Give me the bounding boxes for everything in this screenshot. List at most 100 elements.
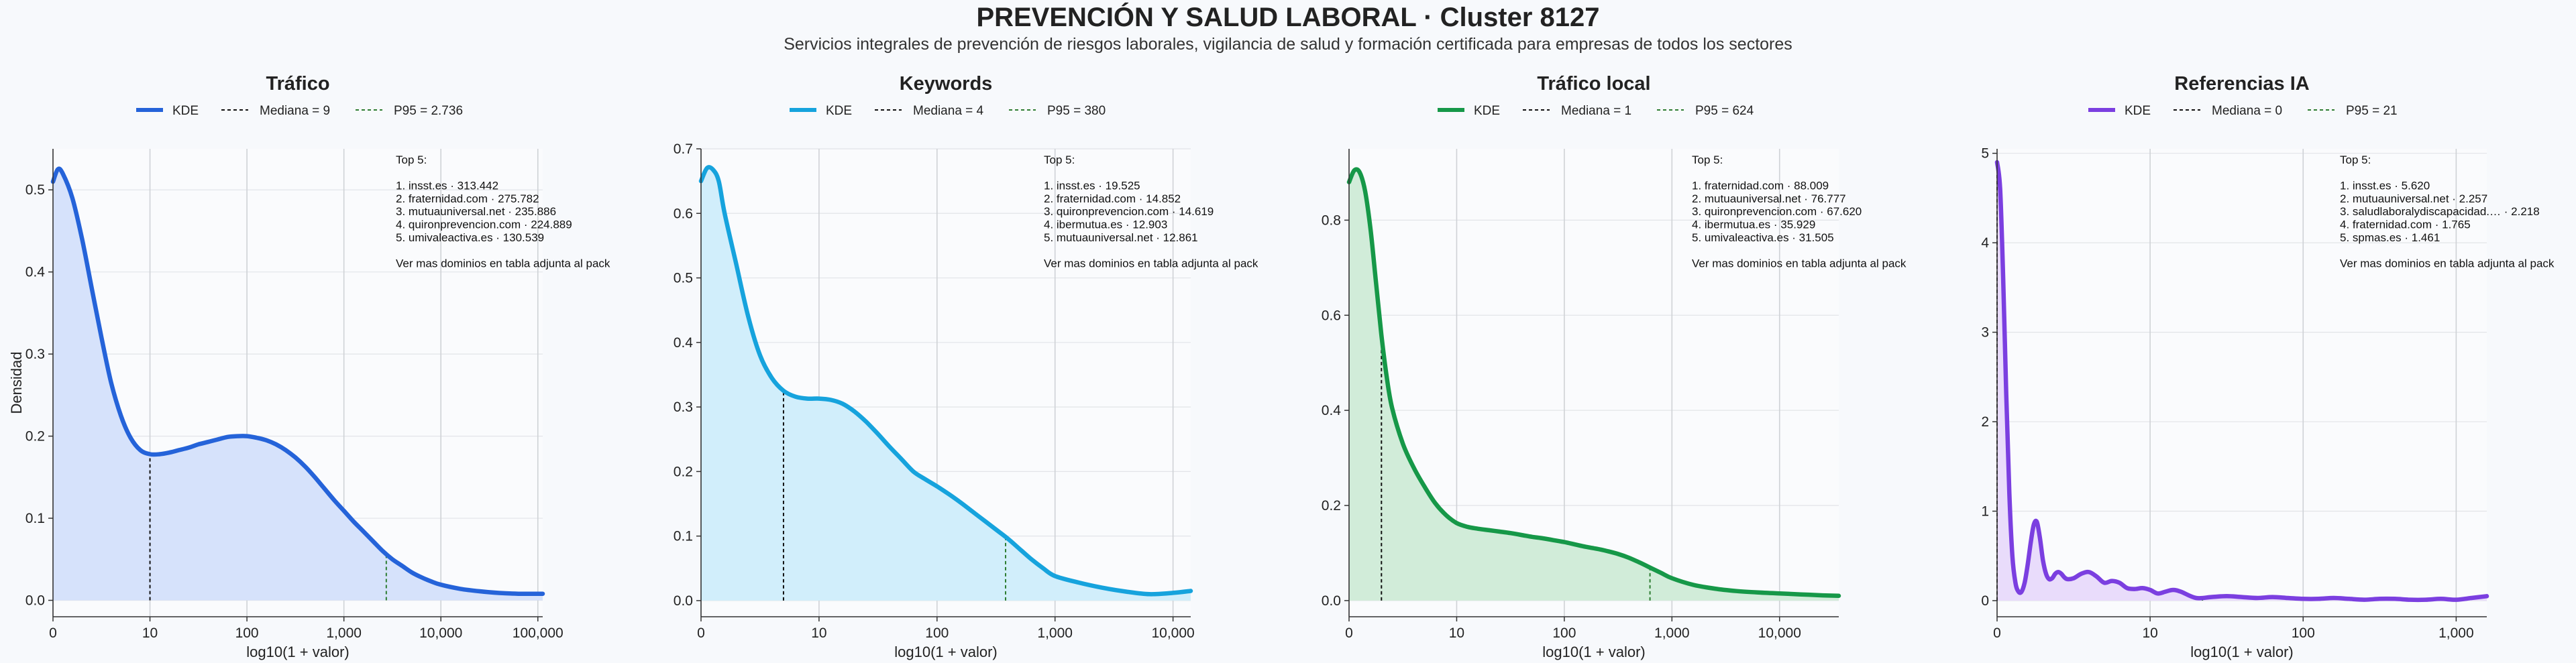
annotation-line: 4. fraternidad.com · 1.765 xyxy=(2340,219,2471,231)
y-tick-label: 0.8 xyxy=(1322,213,1341,228)
x-axis-label: log10(1 + valor) xyxy=(246,644,349,660)
legend-p95-label: P95 = 21 xyxy=(2346,104,2398,118)
legend-median-label: Mediana = 4 xyxy=(913,104,984,118)
legend-p95-label: P95 = 624 xyxy=(1695,104,1754,118)
annotation-line: Ver mas dominios en tabla adjunta al pac… xyxy=(1044,257,1258,269)
y-tick-label: 0.4 xyxy=(1322,403,1342,418)
x-tick-label: 1,000 xyxy=(1654,625,1690,641)
legend-kde-label: KDE xyxy=(826,104,852,118)
x-tick-label: 0 xyxy=(1345,625,1353,641)
y-tick-label: 0.1 xyxy=(674,529,693,544)
chart-panel-4: 0 1 2 3 4 5 0 10 100 1,000 log10(1 + valor) Referen… xyxy=(1981,73,2555,660)
chart-title: Tráfico local xyxy=(1537,73,1650,95)
annotation-line: 3. mutuauniversal.net · 235.886 xyxy=(396,205,556,218)
legend-median-label: Mediana = 1 xyxy=(1561,104,1631,118)
annotation-line: 4. ibermutua.es · 35.929 xyxy=(1692,219,1815,231)
legend-median-label: Mediana = 9 xyxy=(260,104,330,118)
y-tick-label: 0.4 xyxy=(674,335,694,351)
chart-panel-1: 0.0 0.1 0.2 0.3 0.4 0.5 0 10 100 1,000 10,000 100,0… xyxy=(8,73,610,660)
annotation-line: 1. insst.es · 313.442 xyxy=(396,180,498,192)
chart-panel-3: 0.0 0.2 0.4 0.6 0.8 0 10 100 1,000 10,000 log10(1 … xyxy=(1322,73,1907,660)
kde-line xyxy=(1994,160,2489,603)
legend-kde-label: KDE xyxy=(172,104,199,118)
annotation-line: 5. umivaleactiva.es · 31.505 xyxy=(1692,231,1834,244)
y-tick-label: 0 xyxy=(1981,593,1989,609)
page-title: PREVENCIÓN Y SALUD LABORAL · Cluster 812… xyxy=(976,3,1600,32)
legend-kde-label: KDE xyxy=(2125,104,2151,118)
legend-median-label: Mediana = 0 xyxy=(2212,104,2282,118)
y-tick-label: 0.3 xyxy=(25,347,45,362)
y-tick-label: 0.3 xyxy=(674,400,693,415)
kde-area xyxy=(701,168,1191,601)
y-tick-label: 0.2 xyxy=(25,429,45,444)
x-tick-label: 0 xyxy=(1993,625,2001,641)
chart-title: Tráfico xyxy=(266,73,329,95)
y-tick-label: 0.2 xyxy=(674,464,693,479)
annotation-line: Top 5: xyxy=(1044,154,1075,166)
y-tick-label: 1 xyxy=(1981,504,1989,520)
x-axis-label: log10(1 + valor) xyxy=(2190,644,2293,660)
y-tick-label: 0.7 xyxy=(674,141,693,157)
plot-background xyxy=(1997,149,2487,617)
annotation-line: 2. mutuauniversal.net · 76.777 xyxy=(1692,192,1846,205)
annotation-line: 4. quironprevencion.com · 224.889 xyxy=(396,219,572,231)
x-tick-label: 100 xyxy=(2292,625,2315,641)
kde-line xyxy=(698,165,1193,597)
y-tick-label: 5 xyxy=(1981,146,1989,162)
y-tick-label: 0.1 xyxy=(25,511,45,526)
annotation-line: 2. fraternidad.com · 275.782 xyxy=(396,192,539,205)
legend-kde-label: KDE xyxy=(1474,104,1500,118)
annotation-line: Top 5: xyxy=(1692,154,1723,166)
annotation-line: Ver mas dominios en tabla adjunta al pac… xyxy=(396,257,610,269)
y-tick-label: 2 xyxy=(1981,414,1989,430)
y-axis-label: Densidad xyxy=(8,352,25,414)
x-tick-label: 100 xyxy=(925,625,949,641)
x-axis-label: log10(1 + valor) xyxy=(1542,644,1645,660)
legend-p95-label: P95 = 380 xyxy=(1047,104,1106,118)
y-tick-label: 0.2 xyxy=(1322,498,1341,514)
x-tick-label: 100,000 xyxy=(513,625,564,641)
annotation-line: 5. mutuauniversal.net · 12.861 xyxy=(1044,231,1198,244)
annotation-line: 1. fraternidad.com · 88.009 xyxy=(1692,180,1829,192)
legend-p95-label: P95 = 2.736 xyxy=(394,104,463,118)
y-tick-label: 0.6 xyxy=(674,206,693,221)
chart-title: Referencias IA xyxy=(2174,73,2310,95)
kde-line xyxy=(1346,167,1841,599)
y-tick-label: 0.6 xyxy=(1322,308,1341,323)
annotation-line: Top 5: xyxy=(2340,154,2371,166)
x-axis-label: log10(1 + valor) xyxy=(894,644,997,660)
kde-line xyxy=(50,166,545,597)
annotation-line: 2. fraternidad.com · 14.852 xyxy=(1044,192,1181,205)
kde-area xyxy=(1349,170,1839,601)
x-tick-label: 10 xyxy=(1449,625,1464,641)
y-tick-label: 0.0 xyxy=(1322,593,1341,609)
annotation-line: 2. mutuauniversal.net · 2.257 xyxy=(2340,192,2487,205)
x-tick-label: 10 xyxy=(142,625,158,641)
annotation-line: Top 5: xyxy=(396,154,427,166)
annotation-line: Ver mas dominios en tabla adjunta al pac… xyxy=(1692,257,1907,269)
y-tick-label: 0.5 xyxy=(674,271,693,286)
x-tick-label: 10,000 xyxy=(1758,625,1801,641)
annotation-line: 1. insst.es · 5.620 xyxy=(2340,180,2430,192)
y-tick-label: 0.4 xyxy=(25,265,46,280)
y-tick-label: 4 xyxy=(1981,235,1989,251)
annotation-line: 5. umivaleactiva.es · 130.539 xyxy=(396,231,544,244)
annotation-line: 4. ibermutua.es · 12.903 xyxy=(1044,219,1167,231)
x-tick-label: 1,000 xyxy=(2438,625,2474,641)
x-tick-label: 10,000 xyxy=(419,625,462,641)
x-tick-label: 10 xyxy=(811,625,826,641)
x-tick-label: 10 xyxy=(2142,625,2157,641)
annotation-line: 5. spmas.es · 1.461 xyxy=(2340,231,2440,244)
annotation-line: 3. quironprevencion.com · 67.620 xyxy=(1692,205,1862,218)
x-tick-label: 1,000 xyxy=(1037,625,1073,641)
annotation-line: Ver mas dominios en tabla adjunta al pac… xyxy=(2340,257,2555,269)
chart-panel-2: 0.0 0.1 0.2 0.3 0.4 0.5 0.6 0.7 0 10 100 1,000 10,00… xyxy=(674,73,1258,660)
y-tick-label: 0.0 xyxy=(674,593,693,609)
y-tick-label: 3 xyxy=(1981,325,1989,341)
x-tick-label: 100 xyxy=(235,625,259,641)
annotation-line: 3. quironprevencion.com · 14.619 xyxy=(1044,205,1214,218)
x-tick-label: 100 xyxy=(1552,625,1576,641)
page-subtitle: Servicios integrales de prevención de ri… xyxy=(784,35,1792,54)
x-tick-label: 0 xyxy=(697,625,705,641)
